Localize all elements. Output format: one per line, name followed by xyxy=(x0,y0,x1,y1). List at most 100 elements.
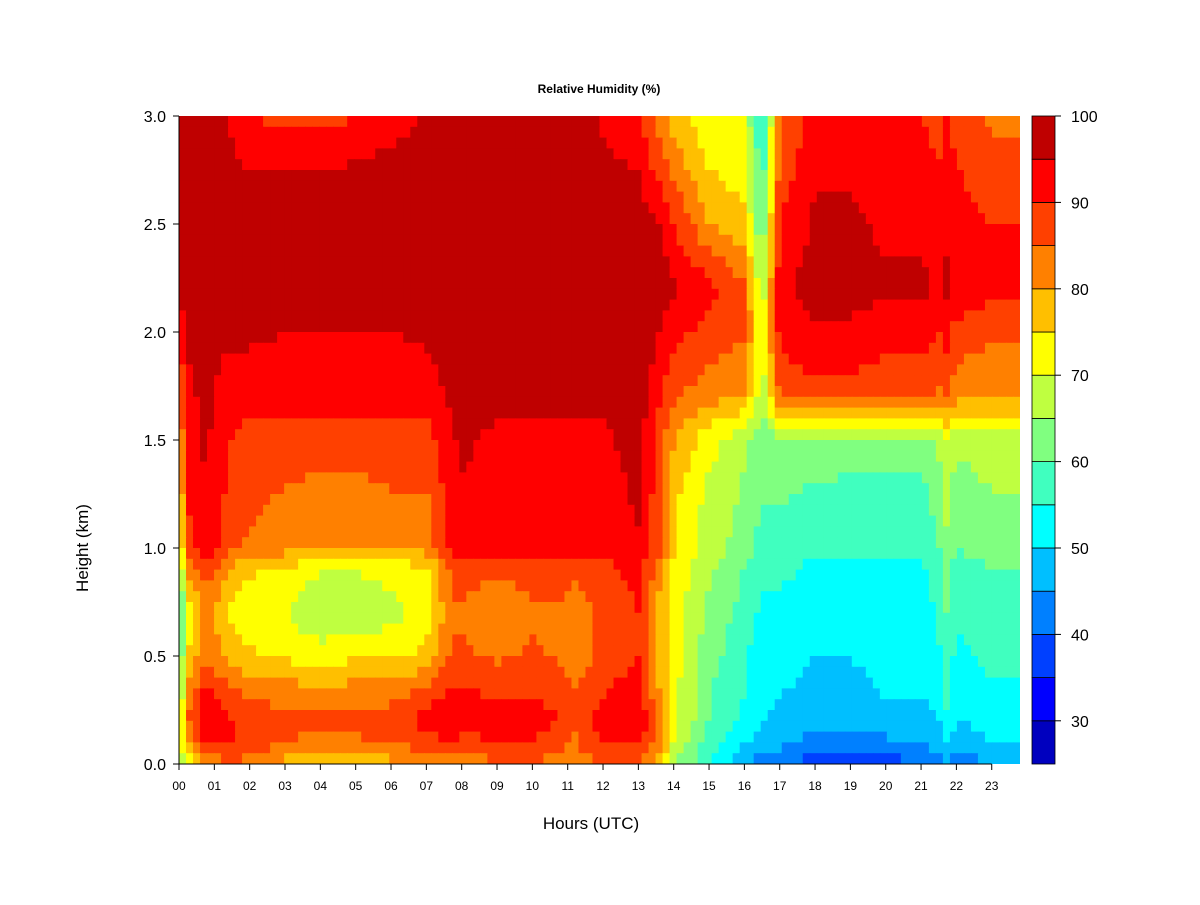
heatmap-cell xyxy=(347,299,355,311)
heatmap-cell xyxy=(284,526,292,538)
heatmap-cell xyxy=(991,418,1000,430)
heatmap-cell xyxy=(837,332,846,344)
heatmap-cell xyxy=(550,278,559,290)
heatmap-cell xyxy=(424,353,432,365)
heatmap-cell xyxy=(375,137,383,149)
heatmap-cell xyxy=(494,504,502,517)
heatmap-cell xyxy=(704,234,713,247)
heatmap-cell xyxy=(606,159,615,171)
heatmap-cell xyxy=(284,386,292,398)
heatmap-cell xyxy=(291,494,299,506)
heatmap-cell xyxy=(788,396,797,409)
heatmap-cell xyxy=(277,288,285,301)
heatmap-cell xyxy=(592,299,601,311)
heatmap-cell xyxy=(417,558,425,571)
heatmap-cell xyxy=(305,537,313,549)
heatmap-cell xyxy=(851,386,860,398)
heatmap-cell xyxy=(809,278,818,290)
heatmap-cell xyxy=(984,450,993,463)
heatmap-cell xyxy=(767,180,776,193)
heatmap-cell xyxy=(641,116,650,128)
heatmap-cell xyxy=(690,364,699,376)
heatmap-cell xyxy=(445,526,453,538)
heatmap-cell xyxy=(767,515,776,527)
heatmap-cell xyxy=(494,213,502,225)
heatmap-cell xyxy=(340,288,348,301)
heatmap-cell xyxy=(438,396,446,409)
heatmap-cell xyxy=(494,526,502,538)
heatmap-cell xyxy=(410,396,418,409)
heatmap-cell xyxy=(655,440,664,452)
heatmap-cell xyxy=(795,202,804,214)
heatmap-cell xyxy=(179,450,187,463)
heatmap-cell xyxy=(984,461,993,473)
heatmap-cell xyxy=(613,126,622,139)
heatmap-cell xyxy=(802,137,811,149)
heatmap-cell xyxy=(816,396,825,409)
heatmap-cell xyxy=(200,126,208,139)
heatmap-cell xyxy=(823,418,832,430)
heatmap-cell xyxy=(410,429,418,441)
heatmap-cell xyxy=(788,407,797,419)
heatmap-cell xyxy=(865,396,874,409)
heatmap-cell xyxy=(816,407,825,419)
heatmap-cell xyxy=(970,396,979,409)
heatmap-cell xyxy=(263,126,271,139)
heatmap-cell xyxy=(844,342,853,355)
heatmap-cell xyxy=(326,213,334,225)
heatmap-cell xyxy=(494,224,502,236)
heatmap-cell xyxy=(284,429,292,441)
heatmap-cell xyxy=(592,375,601,387)
heatmap-cell xyxy=(725,407,734,419)
heatmap-cell xyxy=(991,472,1000,484)
heatmap-cell xyxy=(214,537,222,549)
heatmap-cell xyxy=(746,321,755,333)
heatmap-cell xyxy=(228,364,236,376)
heatmap-cell xyxy=(998,526,1007,538)
heatmap-cell xyxy=(382,429,390,441)
heatmap-cell xyxy=(501,310,509,322)
heatmap-cell xyxy=(291,278,299,290)
heatmap-cell xyxy=(774,224,783,236)
heatmap-cell xyxy=(221,515,229,527)
heatmap-cell xyxy=(214,386,222,398)
heatmap-cell xyxy=(564,224,573,236)
heatmap-cell xyxy=(949,386,958,398)
heatmap-cell xyxy=(256,472,264,484)
heatmap-cell xyxy=(200,224,208,236)
heatmap-cell xyxy=(179,278,187,290)
heatmap-cell xyxy=(949,245,958,257)
heatmap-cell xyxy=(487,472,495,484)
heatmap-cell xyxy=(809,429,818,441)
heatmap-cell xyxy=(914,299,923,311)
heatmap-cell xyxy=(690,483,699,495)
heatmap-cell xyxy=(228,191,236,203)
heatmap-cell xyxy=(998,148,1007,160)
heatmap-cell xyxy=(977,526,986,538)
heatmap-cell xyxy=(410,148,418,160)
heatmap-cell xyxy=(858,170,867,182)
heatmap-cell xyxy=(851,483,860,495)
heatmap-cell xyxy=(935,321,944,333)
heatmap-cell xyxy=(641,288,650,301)
heatmap-cell xyxy=(823,245,832,257)
heatmap-cell xyxy=(319,299,327,311)
heatmap-cell xyxy=(928,148,937,160)
heatmap-cell xyxy=(788,256,797,268)
heatmap-cell xyxy=(823,126,832,139)
heatmap-cell xyxy=(655,450,664,463)
heatmap-cell xyxy=(221,450,229,463)
heatmap-cell xyxy=(333,396,341,409)
heatmap-cell xyxy=(648,450,657,463)
heatmap-cell xyxy=(662,342,671,355)
heatmap-cell xyxy=(382,526,390,538)
heatmap-cell xyxy=(508,364,516,376)
heatmap-cell xyxy=(550,234,559,247)
heatmap-cell xyxy=(340,494,348,506)
heatmap-cell xyxy=(977,159,986,171)
heatmap-cell xyxy=(263,461,271,473)
heatmap-cell xyxy=(501,537,509,549)
heatmap-cell xyxy=(445,342,453,355)
heatmap-cell xyxy=(592,170,601,182)
heatmap-cell xyxy=(270,386,278,398)
